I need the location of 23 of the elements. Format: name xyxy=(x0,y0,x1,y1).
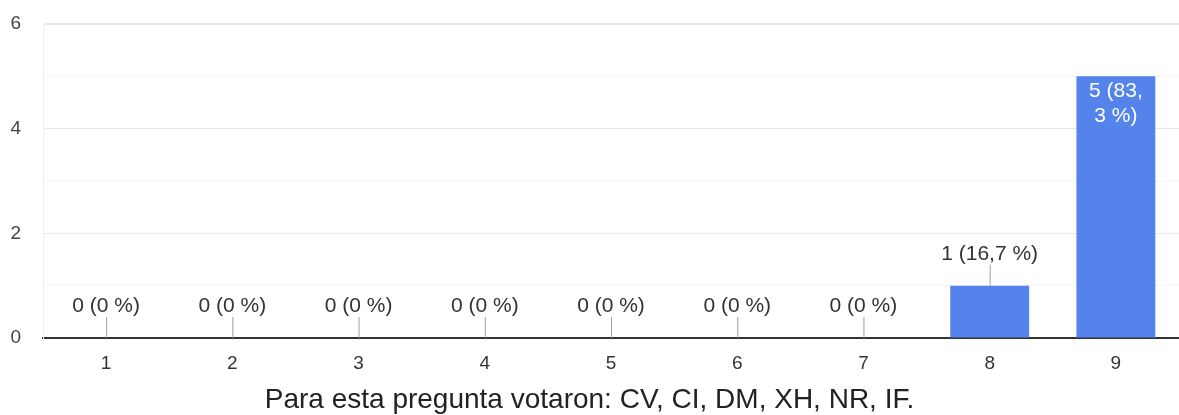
data-label: 0 (0 %) xyxy=(703,293,772,316)
data-label: 0 (0 %) xyxy=(324,293,393,316)
data-label: 0 (0 %) xyxy=(198,293,267,316)
data-label: 1 (16,7 %) xyxy=(941,240,1039,264)
y-tick-label: 4 xyxy=(10,116,22,138)
x-tick-label: 4 xyxy=(479,351,491,373)
y-tick-label: 6 xyxy=(10,12,21,34)
y-tick-label: 2 xyxy=(10,221,21,243)
x-tick-label: 9 xyxy=(1110,351,1122,373)
data-label: 5 (83,3 %) xyxy=(1089,78,1143,127)
x-tick-label: 3 xyxy=(353,351,364,373)
data-label: 0 (0 %) xyxy=(72,293,140,316)
x-tick-label: 8 xyxy=(984,351,995,373)
y-tick-label: 0 xyxy=(10,326,21,348)
x-tick-label: 2 xyxy=(227,351,238,373)
x-tick-label: 7 xyxy=(858,351,869,373)
x-tick-label: 1 xyxy=(100,351,112,373)
x-tick-label: 5 xyxy=(605,351,617,373)
x-tick-label: 6 xyxy=(731,351,743,373)
text: Para esta pregunta votaron: CV, CI, DM, XH, NR, IF. xyxy=(264,383,915,414)
data-label: 0 (0 %) xyxy=(577,293,645,316)
data-label: 0 (0 %) xyxy=(450,293,519,316)
data-label: 0 (0 %) xyxy=(829,293,898,316)
